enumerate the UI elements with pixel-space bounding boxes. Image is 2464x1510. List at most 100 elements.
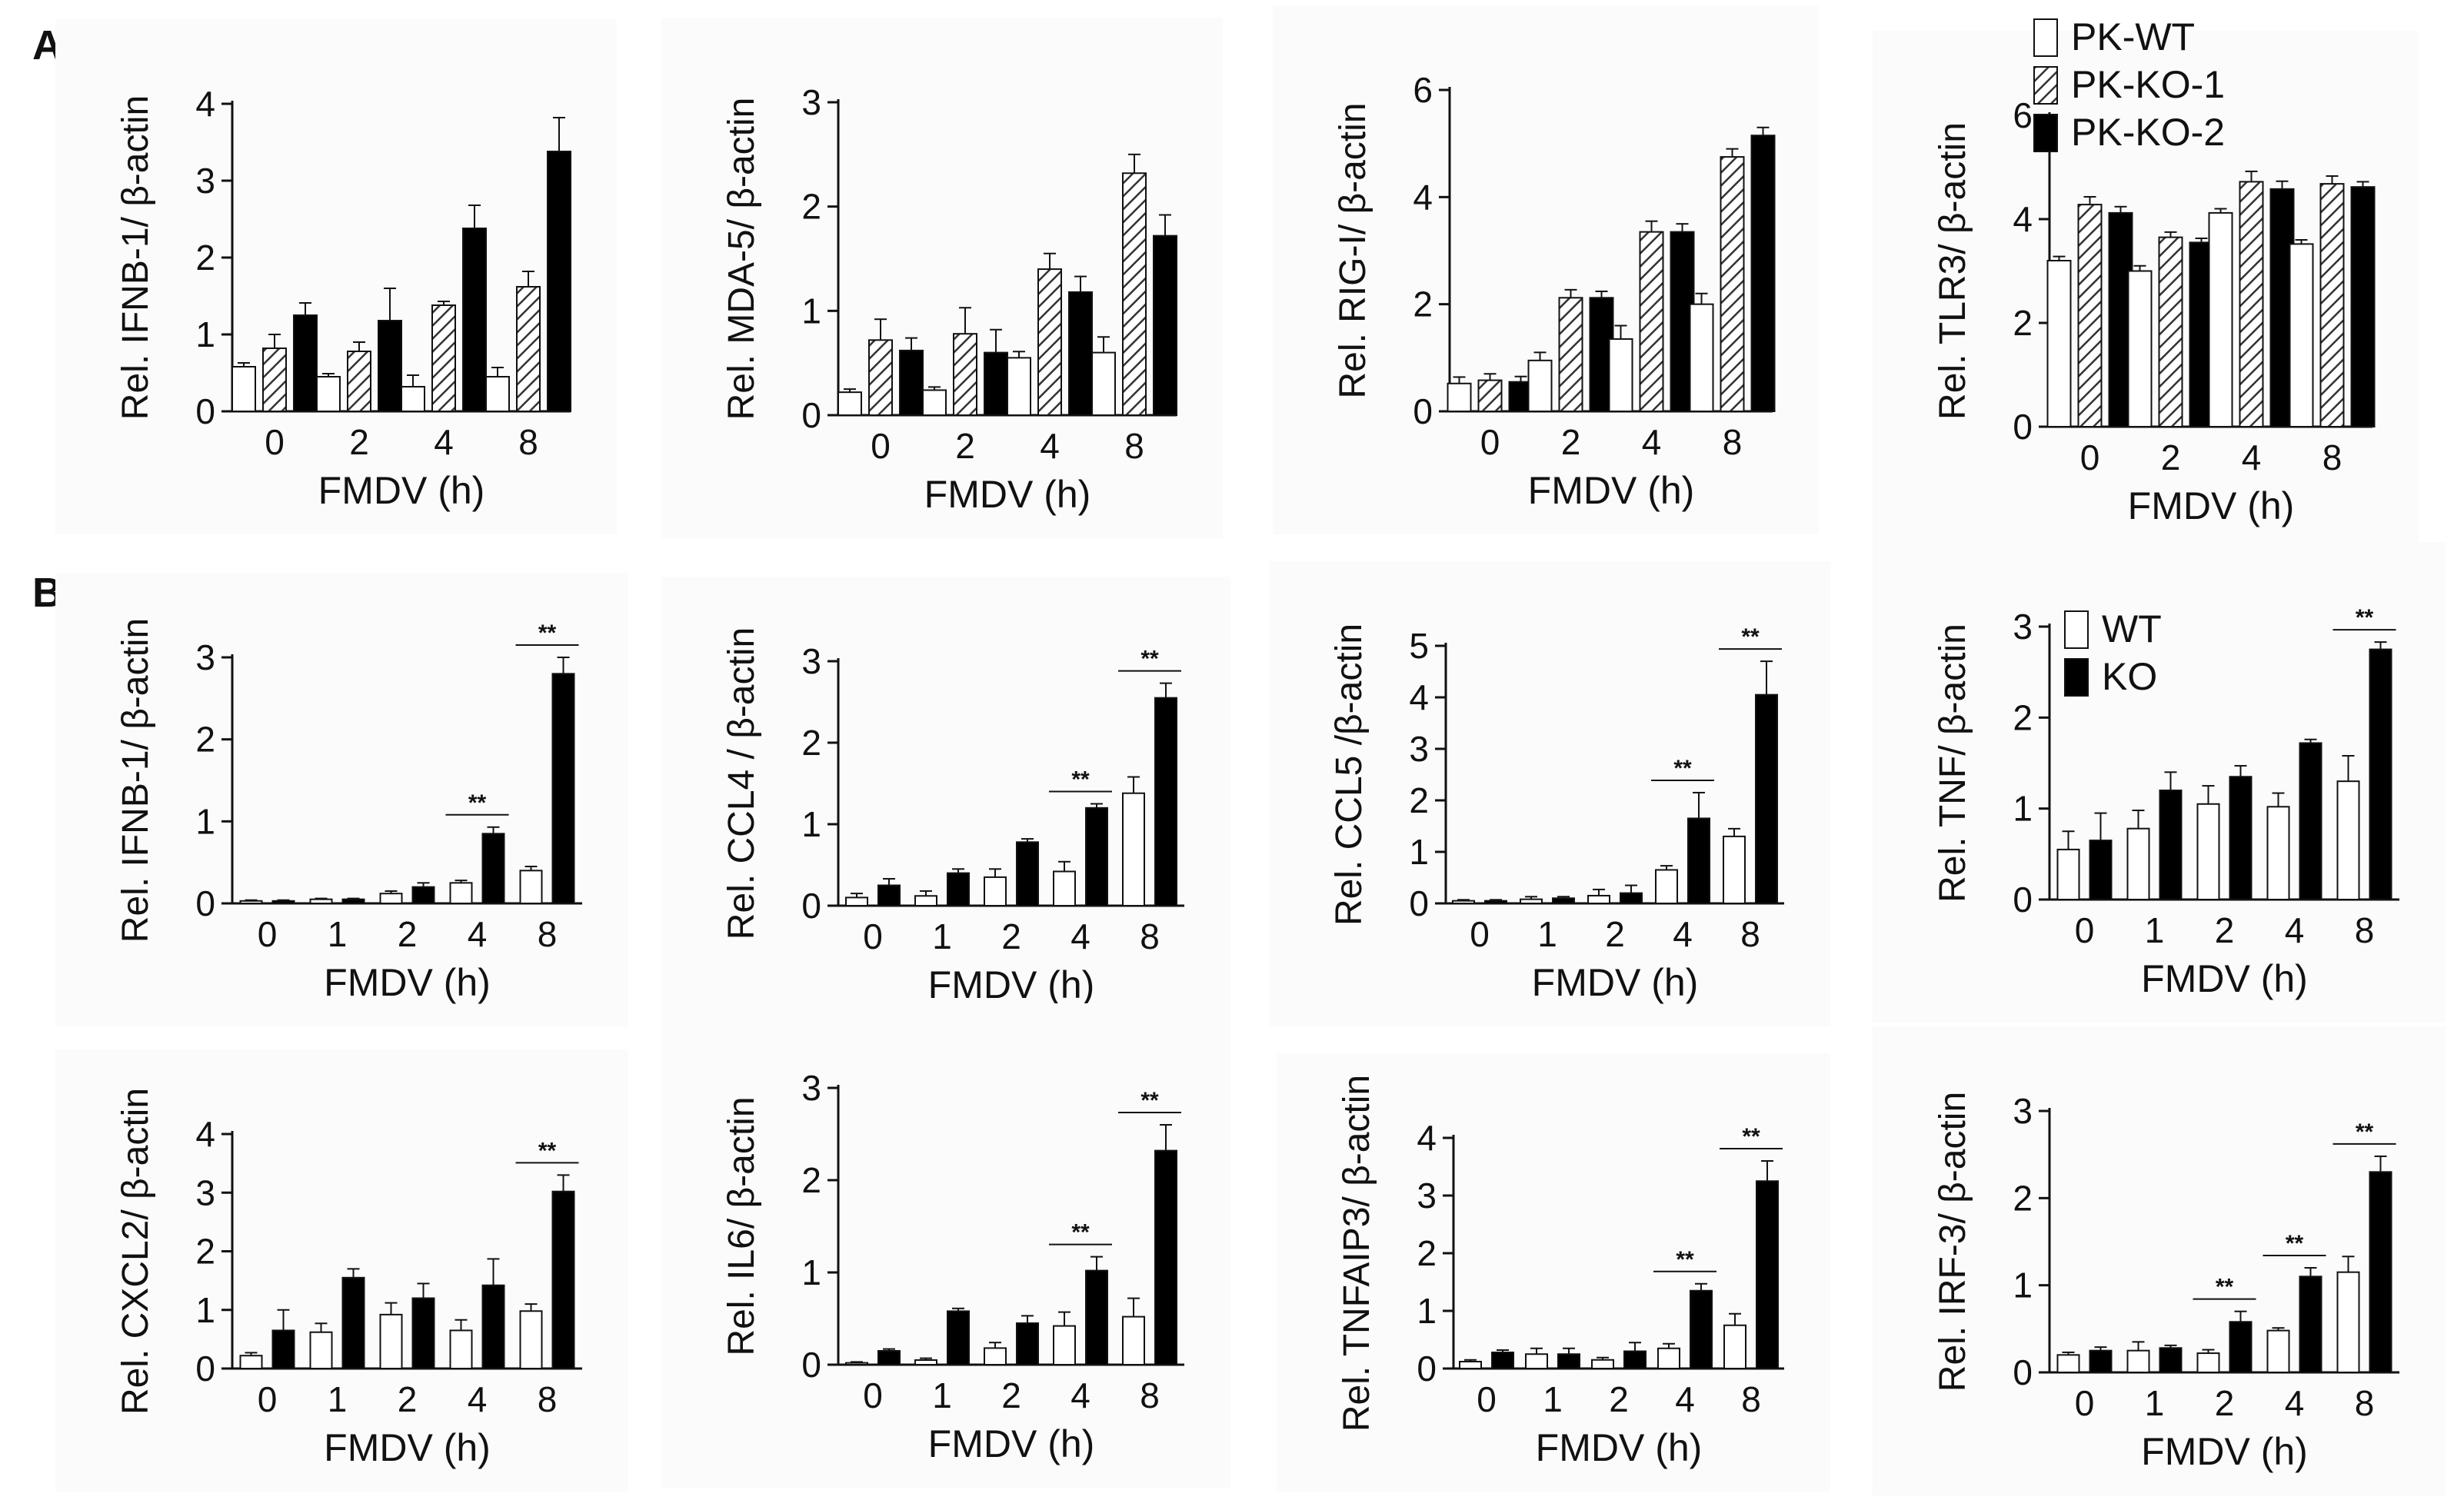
x-axis-title: FMDV (h)	[1532, 961, 1699, 1004]
x-tick-label: 0	[265, 422, 285, 462]
bar-pk-ko-1-4h	[431, 304, 456, 412]
y-axis-title: Rel. RIG-I/ β-actin	[1333, 102, 1374, 398]
bar-pk-ko-2-2h	[984, 351, 1008, 417]
x-tick-label: 0	[258, 1379, 278, 1419]
bar-wt-0h	[239, 900, 263, 905]
y-tick-label: 0	[2013, 1352, 2033, 1392]
x-axis-title: FMDV (h)	[324, 1426, 491, 1469]
bar-ko-0h	[271, 1329, 295, 1369]
y-axis-title: Rel. IFNB-1/ β-actin	[115, 95, 156, 420]
legend: PK-WT PK-KO-1 PK-KO-2	[2033, 15, 2225, 154]
significance-label: **	[538, 620, 557, 646]
y-tick-label: 2	[195, 720, 215, 760]
bar-wt-1h	[309, 1331, 333, 1369]
y-tick-label: 0	[195, 883, 215, 923]
bar-pk-ko-1-8h	[1720, 156, 1745, 412]
legend-label: PK-KO-1	[2071, 63, 2225, 106]
y-tick-label: 1	[2013, 789, 2033, 829]
bar-wt-2h	[379, 893, 403, 904]
bar-wt-0h	[2056, 1354, 2080, 1374]
y-tick-label: 1	[801, 1252, 821, 1292]
y-tick-label: 1	[1417, 1291, 1437, 1331]
x-tick-label: 4	[1642, 422, 1662, 462]
y-tick-label: 3	[801, 82, 821, 122]
x-tick-label: 0	[2075, 1383, 2095, 1423]
chart-background	[1269, 561, 1830, 1026]
x-tick-label: 4	[1071, 1375, 1090, 1415]
chart-background	[1873, 1026, 2446, 1495]
bar-ko-2h	[2229, 776, 2253, 900]
bar-wt-2h	[1587, 894, 1610, 904]
bar-ko-8h	[2369, 648, 2392, 900]
significance-label: **	[2216, 1275, 2234, 1300]
x-tick-label: 8	[2355, 910, 2375, 950]
bar-pk-ko-2-2h	[378, 320, 402, 412]
bar-pk-ko-1-2h	[1558, 297, 1583, 412]
x-tick-label: 2	[2215, 910, 2235, 950]
bar-ko-2h	[1623, 1350, 1647, 1369]
y-tick-label: 3	[195, 637, 215, 677]
y-tick-label: 3	[1409, 729, 1429, 769]
x-tick-label: 2	[398, 1379, 418, 1419]
bar-wt-8h	[1723, 835, 1746, 905]
y-tick-label: 1	[195, 314, 215, 354]
x-tick-label: 4	[468, 1379, 488, 1419]
y-tick-label: 1	[2013, 1266, 2033, 1305]
x-axis-title: FMDV (h)	[318, 469, 485, 512]
y-tick-label: 5	[1409, 626, 1429, 666]
x-tick-label: 4	[468, 914, 488, 954]
bar-wt-0h	[2056, 848, 2080, 900]
x-axis-title: FMDV (h)	[2141, 957, 2308, 1000]
x-tick-label: 2	[955, 426, 975, 466]
bar-pk-wt-4h	[401, 386, 425, 412]
bar-wt-0h	[239, 1355, 263, 1369]
significance-label: **	[1673, 756, 1692, 781]
bar-pk-wt-0h	[2046, 260, 2072, 427]
y-tick-label: 4	[2013, 199, 2033, 239]
bar-pk-ko-1-0h	[2077, 204, 2103, 427]
x-tick-label: 8	[1124, 426, 1144, 466]
y-tick-label: 3	[195, 1172, 215, 1212]
bar-ko-1h	[2159, 790, 2183, 900]
x-tick-label: 2	[349, 422, 369, 462]
bar-pk-ko-2-4h	[462, 228, 487, 412]
x-tick-label: 4	[2285, 1383, 2305, 1423]
y-axis-title: Rel. IL6/ β-actin	[721, 1096, 762, 1355]
bar-ko-0h	[2089, 1349, 2113, 1373]
chart-a1: 0 1 2 3 4 0 2 4 8 FMDV (h) Rel. IFNB-1/ β-actin	[55, 19, 617, 534]
bar-pk-wt-2h	[1527, 359, 1553, 413]
bar-ko-4h	[1085, 807, 1108, 907]
bar-wt-8h	[1723, 1324, 1746, 1369]
bar-wt-4h	[2266, 806, 2290, 901]
chart-a2: 0 1 2 3 0 2 4 8 FMDV (h) Rel. MDA-5/ β-actin	[661, 18, 1223, 538]
chart-b4: 0 1 2 3 0 1 2 4 8 ** FMDV (h) Rel. TNF/ β-actin WT KO	[1873, 542, 2446, 1023]
bar-ko-1h	[341, 898, 365, 904]
bar-wt-2h	[984, 876, 1007, 907]
y-tick-label: 1	[801, 291, 821, 331]
x-axis-title: FMDV (h)	[2128, 484, 2295, 527]
bar-wt-4h	[449, 1329, 473, 1369]
bar-pk-wt-2h	[316, 376, 341, 412]
bar-pk-wt-0h	[837, 391, 862, 416]
y-tick-label: 2	[2013, 1178, 2033, 1218]
y-tick-label: 2	[195, 1232, 215, 1272]
bar-ko-2h	[411, 886, 435, 904]
bar-pk-wt-8h	[1091, 351, 1116, 417]
bar-ko-1h	[1552, 897, 1575, 905]
x-tick-label: 4	[1673, 914, 1693, 954]
bar-ko-2h	[411, 1297, 435, 1369]
significance-label: **	[468, 790, 487, 816]
x-tick-label: 2	[398, 914, 418, 954]
y-tick-label: 0	[195, 391, 215, 431]
bar-ko-8h	[551, 1190, 575, 1369]
bar-ko-8h	[2369, 1171, 2392, 1374]
x-axis-title: FMDV (h)	[2141, 1430, 2308, 1473]
bar-ko-4h	[481, 833, 505, 905]
legend-swatch-pk-wt	[2033, 18, 2058, 57]
y-tick-label: 6	[2013, 95, 2033, 135]
legend-swatch-ko	[2064, 658, 2089, 697]
bar-wt-2h	[984, 1347, 1007, 1366]
bar-pk-ko-2-8h	[2350, 186, 2376, 427]
significance-label: **	[1071, 1220, 1090, 1246]
bar-pk-wt-0h	[1447, 382, 1472, 413]
